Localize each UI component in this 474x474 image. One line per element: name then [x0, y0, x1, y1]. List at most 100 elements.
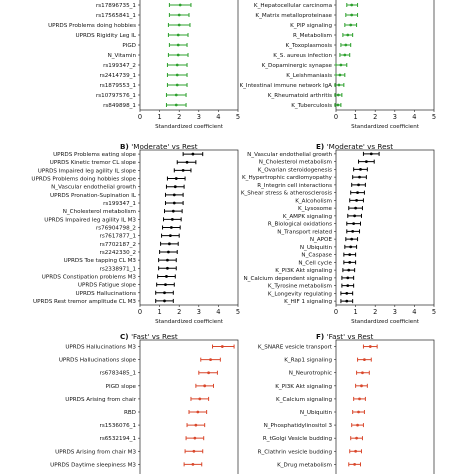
- axes-frame: [139, 0, 239, 111]
- axes-frame: [335, 339, 435, 474]
- estimate-point: [344, 43, 348, 47]
- estimate-point: [173, 185, 177, 189]
- estimate-point: [336, 93, 340, 97]
- x-tick-label: 4: [412, 308, 416, 316]
- row-label: K_Ovarian steroidogenesis: [258, 167, 332, 173]
- estimate-point: [203, 384, 207, 388]
- row-label: K_Lysosome: [298, 206, 333, 212]
- estimate-point: [357, 183, 360, 187]
- estimate-point: [351, 229, 355, 233]
- row-label: N_Neurotrophic: [289, 371, 332, 377]
- panel-letter: F): [316, 332, 327, 341]
- row-label: K_Tyrosine metabolism: [268, 284, 332, 290]
- estimate-point: [164, 283, 167, 287]
- estimate-point: [176, 33, 180, 37]
- row-label: N_Cell cycle: [298, 260, 332, 266]
- row-label: K_HIF 1 signaling: [284, 299, 332, 305]
- estimate-point: [165, 275, 168, 278]
- panel-d: K_Cocaine addictionK_Hepatocellular carc…: [239, 0, 436, 130]
- row-label: UPRDS Impaired leg agility IL M3: [44, 217, 136, 223]
- panel-title: C) 'Fast' vs Rest: [120, 332, 178, 341]
- row-label: PIGD: [122, 43, 136, 49]
- x-axis-label: Standardized coefficient: [351, 319, 420, 325]
- row-label: N_Caspase: [301, 253, 332, 259]
- estimate-point: [191, 152, 195, 156]
- estimate-point: [168, 242, 171, 246]
- estimate-point: [360, 384, 363, 388]
- estimate-point: [357, 410, 360, 414]
- estimate-point: [166, 266, 169, 270]
- panel-a: rs2839398_2rs17896735_1rs17565841_1UPRDS…: [48, 0, 240, 130]
- x-tick-label: 2: [177, 113, 181, 121]
- x-tick-label: 4: [412, 113, 416, 121]
- panel-title: F) 'Fast' vs Rest: [316, 332, 374, 341]
- x-tick-label: 1: [157, 308, 161, 316]
- row-label: rs7617877_1: [100, 234, 137, 240]
- row-label: rs199347_1: [103, 201, 136, 207]
- estimate-point: [174, 177, 178, 180]
- estimate-point: [185, 160, 189, 164]
- row-label: UPRDS Hallucinations M3: [65, 345, 136, 351]
- estimate-point: [358, 397, 361, 401]
- row-label: rs17565841_1: [96, 13, 136, 19]
- row-label: rs849898_1: [103, 103, 136, 109]
- x-tick-label: 1: [353, 308, 357, 316]
- row-label: N_Calcium dependent signaling: [243, 276, 332, 282]
- x-tick-label: 1: [157, 113, 161, 121]
- panel-title-text: 'Moderate' vs Rest: [327, 142, 394, 151]
- panel-title: E) 'Moderate' vs Rest: [316, 142, 393, 151]
- row-label: rs7702187_2: [100, 242, 136, 248]
- estimate-point: [348, 260, 352, 264]
- panel-title-text: 'Fast' vs Rest: [327, 332, 374, 341]
- row-label: N_Cholesterol metabolism: [63, 209, 136, 215]
- row-label: rs1879553_1: [100, 83, 137, 89]
- row-label: K_Toxoplasmosis: [286, 43, 333, 49]
- x-axis-label: Standardized coefficient: [351, 124, 420, 130]
- row-label: UPRDS Problems doing hobbies: [48, 23, 136, 29]
- row-label: rs76904798_2: [96, 226, 136, 232]
- estimate-point: [339, 63, 343, 67]
- row-label: K_Shear stress & atherosclerosis: [241, 191, 332, 197]
- row-label: UPRDS Problems eating slope: [53, 152, 136, 158]
- row-label: N_Ubiquitin: [300, 245, 333, 251]
- estimate-point: [355, 436, 358, 440]
- panel-f: F) 'Fast' vs Rest K_SNARE vesicle transpo…: [258, 332, 435, 474]
- row-label: K_Drug metabolism: [277, 462, 332, 468]
- estimate-point: [353, 462, 357, 466]
- row-label: UPRDS Impaired leg agility IL slope: [38, 168, 137, 174]
- panel-letter: E): [316, 142, 327, 151]
- estimate-point: [196, 410, 200, 414]
- panel-title-text: 'Fast' vs Rest: [131, 332, 178, 341]
- row-label: K_Matrix metalloproteinase: [255, 13, 332, 19]
- estimate-point: [172, 201, 176, 205]
- estimate-point: [192, 449, 196, 453]
- estimate-point: [356, 191, 359, 195]
- estimate-point: [176, 53, 180, 57]
- row-label: PIGD slope: [106, 384, 137, 390]
- row-label: K_Dopaminergic synapse: [262, 63, 333, 69]
- estimate-point: [170, 217, 174, 221]
- row-label: RBD: [124, 410, 136, 416]
- estimate-point: [353, 214, 357, 218]
- row-label: K_Rap1 signaling: [284, 358, 332, 364]
- estimate-point: [358, 175, 361, 179]
- estimate-point: [181, 168, 185, 172]
- row-label: R_Clathrin vesicle budding: [258, 449, 333, 455]
- axes-frame: [335, 149, 435, 306]
- row-label: N_Vascular endothelial growth: [247, 152, 332, 158]
- panel-title: B) 'Moderate' vs Rest: [120, 142, 198, 151]
- estimate-point: [167, 250, 170, 254]
- row-label: UPRDS Rigidity Leg IL: [76, 33, 137, 39]
- estimate-point: [368, 345, 372, 348]
- row-label: rs6783485_1: [100, 371, 137, 377]
- x-tick-label: 5: [432, 113, 436, 121]
- panel-title-text: 'Moderate' vs Rest: [131, 142, 198, 151]
- row-label: N_APOE: [310, 237, 333, 243]
- row-label: K_Hypertrophic cardiomyopathy: [242, 175, 333, 181]
- x-tick-label: 0: [334, 308, 338, 316]
- estimate-point: [163, 291, 166, 295]
- row-label: rs2338971_1: [100, 266, 137, 272]
- estimate-point: [359, 167, 362, 171]
- x-tick-label: 3: [393, 308, 397, 316]
